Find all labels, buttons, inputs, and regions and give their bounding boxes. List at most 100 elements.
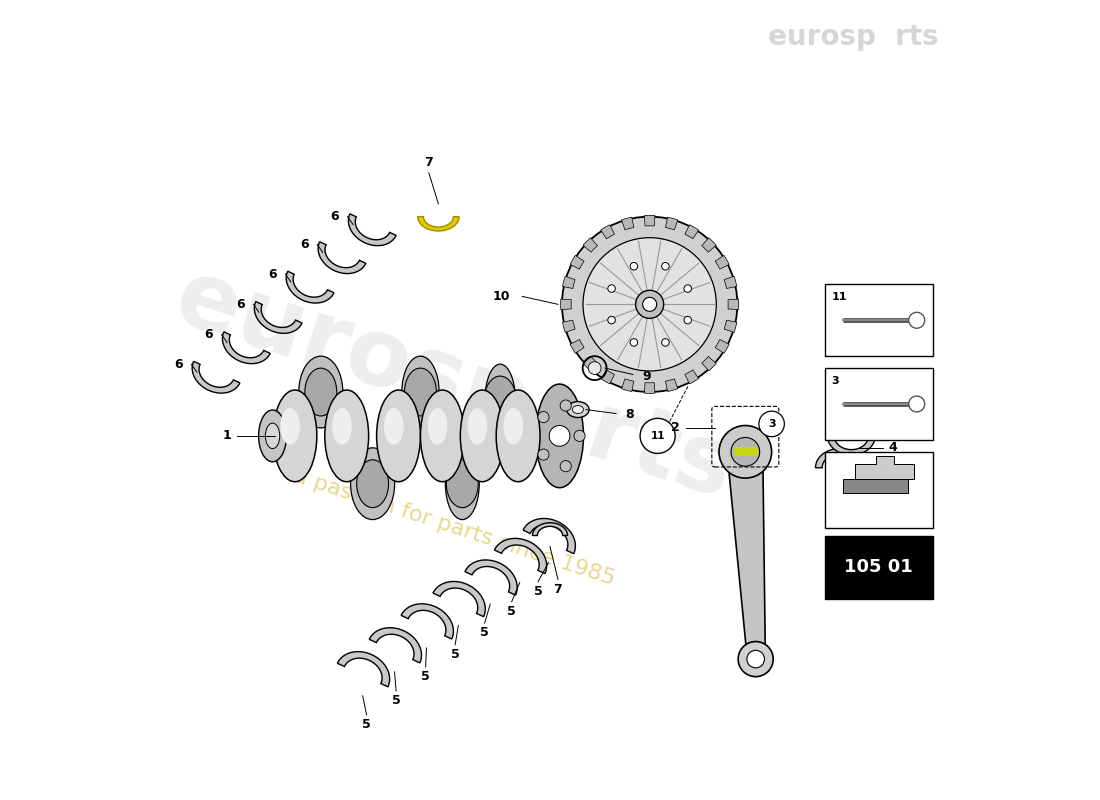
Text: 10: 10	[493, 290, 510, 303]
Circle shape	[642, 298, 657, 311]
Polygon shape	[728, 444, 766, 647]
Ellipse shape	[273, 390, 317, 482]
Circle shape	[583, 238, 716, 371]
Polygon shape	[724, 276, 737, 289]
Polygon shape	[601, 225, 615, 238]
Text: 6: 6	[236, 298, 244, 311]
Circle shape	[588, 362, 601, 374]
Circle shape	[719, 426, 771, 478]
Ellipse shape	[536, 384, 583, 488]
Polygon shape	[254, 302, 303, 334]
Polygon shape	[418, 217, 459, 231]
Text: 4: 4	[888, 442, 896, 454]
Polygon shape	[685, 225, 698, 238]
Text: 11: 11	[650, 431, 664, 441]
Text: 2: 2	[671, 422, 680, 434]
Polygon shape	[570, 339, 584, 354]
Polygon shape	[561, 299, 571, 310]
Ellipse shape	[428, 408, 448, 445]
Ellipse shape	[402, 356, 439, 428]
FancyBboxPatch shape	[825, 452, 933, 527]
Polygon shape	[338, 652, 389, 687]
Polygon shape	[685, 370, 698, 384]
Polygon shape	[702, 357, 716, 371]
Circle shape	[560, 400, 571, 411]
FancyBboxPatch shape	[825, 368, 933, 440]
Circle shape	[608, 316, 615, 324]
Text: 3: 3	[832, 376, 839, 386]
Text: 1: 1	[222, 430, 231, 442]
Polygon shape	[666, 379, 678, 391]
Polygon shape	[318, 242, 366, 274]
Circle shape	[732, 438, 760, 466]
FancyBboxPatch shape	[825, 285, 933, 356]
Polygon shape	[583, 357, 597, 371]
Polygon shape	[724, 320, 737, 332]
Polygon shape	[465, 560, 517, 595]
Circle shape	[640, 418, 675, 454]
Text: 5: 5	[481, 626, 490, 639]
Ellipse shape	[485, 364, 516, 436]
Text: 7: 7	[425, 156, 433, 169]
Polygon shape	[601, 370, 615, 384]
Ellipse shape	[460, 390, 504, 482]
Polygon shape	[494, 538, 547, 574]
Text: 7: 7	[553, 583, 562, 596]
Circle shape	[909, 396, 925, 412]
Circle shape	[684, 316, 692, 324]
Ellipse shape	[324, 390, 369, 482]
Circle shape	[538, 449, 549, 460]
Text: 5: 5	[392, 694, 400, 707]
Polygon shape	[645, 215, 654, 226]
Ellipse shape	[484, 376, 516, 424]
Text: 6: 6	[330, 210, 339, 223]
Polygon shape	[855, 464, 914, 478]
Circle shape	[738, 642, 773, 677]
Text: 6: 6	[268, 267, 276, 281]
Polygon shape	[570, 255, 584, 269]
Ellipse shape	[376, 390, 420, 482]
Ellipse shape	[356, 460, 388, 508]
Text: 6: 6	[300, 238, 308, 251]
Ellipse shape	[351, 448, 395, 519]
Ellipse shape	[468, 408, 487, 445]
Text: 5: 5	[362, 718, 371, 731]
Circle shape	[608, 285, 615, 292]
Polygon shape	[562, 276, 575, 289]
Text: 105 01: 105 01	[845, 558, 913, 577]
Text: 9: 9	[642, 370, 651, 382]
Polygon shape	[562, 320, 575, 332]
Polygon shape	[734, 447, 758, 456]
Text: 3: 3	[768, 419, 776, 429]
Circle shape	[560, 461, 571, 472]
Ellipse shape	[280, 408, 300, 445]
Text: eurosp  rts: eurosp rts	[768, 23, 938, 51]
Circle shape	[909, 312, 925, 328]
Ellipse shape	[447, 460, 478, 508]
Text: 5: 5	[451, 648, 460, 661]
Polygon shape	[286, 271, 334, 303]
Text: 5: 5	[507, 605, 516, 618]
Polygon shape	[349, 214, 396, 246]
Polygon shape	[433, 582, 485, 617]
Circle shape	[562, 217, 737, 392]
Polygon shape	[621, 379, 634, 391]
Polygon shape	[666, 217, 678, 230]
Circle shape	[574, 430, 585, 442]
Circle shape	[630, 262, 638, 270]
Polygon shape	[855, 456, 914, 478]
Circle shape	[549, 426, 570, 446]
Ellipse shape	[305, 368, 337, 416]
Circle shape	[759, 411, 784, 437]
Ellipse shape	[504, 408, 524, 445]
Text: 8: 8	[626, 408, 635, 421]
Circle shape	[662, 262, 669, 270]
Polygon shape	[702, 238, 716, 252]
Circle shape	[538, 411, 549, 422]
Circle shape	[630, 338, 638, 346]
Text: a passion for parts since 1985: a passion for parts since 1985	[292, 466, 617, 589]
Ellipse shape	[258, 410, 286, 462]
Circle shape	[636, 290, 663, 318]
Polygon shape	[728, 299, 739, 310]
Polygon shape	[532, 522, 568, 535]
